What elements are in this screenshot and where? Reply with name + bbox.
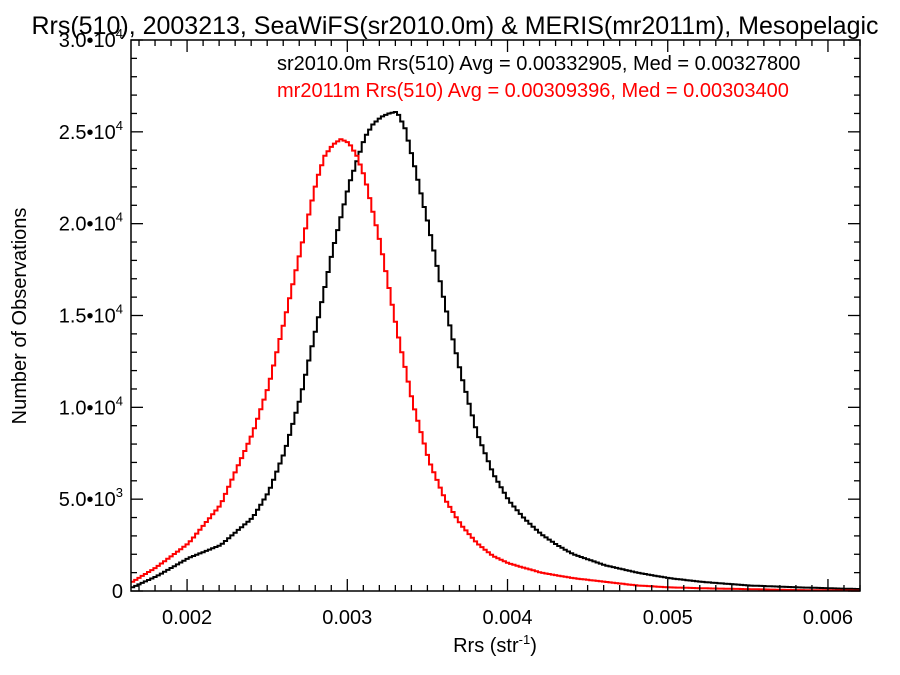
- x-axis-label-end: ): [530, 635, 537, 657]
- series-line-sr2010-0m: [131, 111, 860, 591]
- y-tick-label: 5.0•103: [59, 485, 123, 511]
- x-axis-label-main: Rrs (str: [453, 635, 519, 657]
- series-line-mr2011m: [131, 138, 860, 592]
- x-tick-label: 0.004: [482, 607, 532, 629]
- y-axis: 05.0•1031.0•1041.5•1042.0•1042.5•1043.0•…: [59, 26, 860, 603]
- y-tick-mantissa: 1.5•10: [59, 306, 116, 328]
- y-tick-label: 2.5•104: [59, 118, 123, 144]
- y-tick-exponent: 3: [116, 485, 123, 500]
- x-tick-label: 0.006: [803, 607, 853, 629]
- y-tick-label: 1.0•104: [59, 393, 123, 419]
- y-tick-exponent: 4: [116, 118, 123, 133]
- y-tick-mantissa: 0: [112, 581, 123, 603]
- y-tick-mantissa: 2.5•10: [59, 122, 116, 144]
- y-tick-label: 3.0•104: [59, 26, 123, 52]
- x-axis-label-superscript: -1: [519, 632, 531, 647]
- y-tick-mantissa: 2.0•10: [59, 214, 116, 236]
- y-tick-exponent: 4: [116, 210, 123, 225]
- x-axis: 0.002 0.003 0.004 0.005 0.006: [138, 40, 861, 629]
- y-axis-label: Number of Observations: [9, 208, 31, 425]
- plot-frame: [130, 39, 861, 592]
- y-tick-exponent: 4: [116, 393, 123, 408]
- legend-entry-sr2010: sr2010.0m Rrs(510) Avg = 0.00332905, Med…: [277, 53, 800, 75]
- x-tick-label: 0.002: [162, 607, 212, 629]
- chart-title: Rrs(510), 2003213, SeaWiFS(sr2010.0m) & …: [31, 12, 878, 40]
- y-tick-mantissa: 3.0•10: [59, 30, 116, 52]
- series-layer: [131, 111, 860, 592]
- y-tick-label: 2.0•104: [59, 210, 123, 236]
- y-tick-exponent: 4: [116, 302, 123, 317]
- y-tick-exponent: 4: [116, 26, 123, 41]
- y-tick-label: 0: [112, 581, 123, 603]
- x-tick-label: 0.003: [322, 607, 372, 629]
- x-axis-label: Rrs (str-1): [453, 632, 537, 657]
- legend-entry-mr2011: mr2011m Rrs(510) Avg = 0.00309396, Med =…: [277, 80, 789, 102]
- y-tick-mantissa: 1.0•10: [59, 397, 116, 419]
- x-tick-label: 0.005: [643, 607, 693, 629]
- y-tick-label: 1.5•104: [59, 302, 123, 328]
- y-tick-mantissa: 5.0•10: [59, 489, 116, 511]
